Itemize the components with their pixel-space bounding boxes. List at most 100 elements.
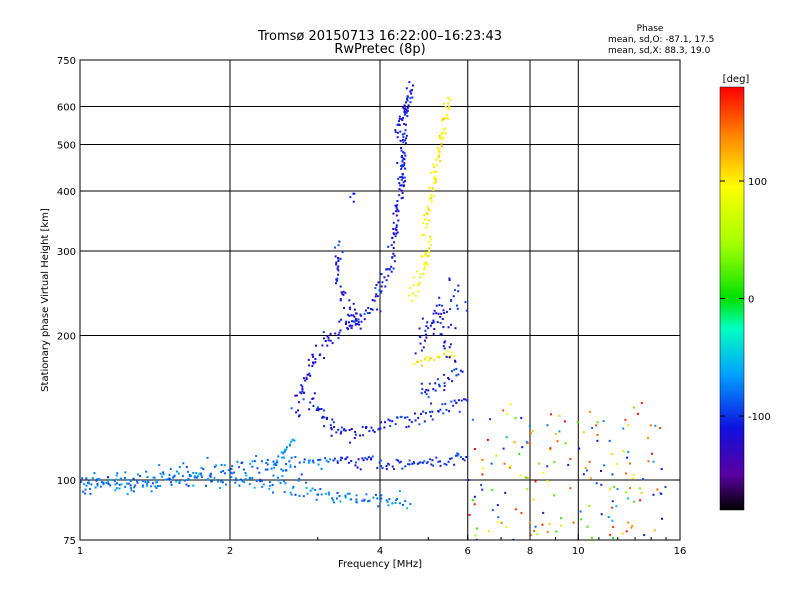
data-point <box>109 484 112 487</box>
data-point <box>390 270 393 273</box>
data-point <box>259 478 262 481</box>
data-point <box>331 418 334 421</box>
data-point <box>424 334 427 337</box>
data-point <box>84 488 87 491</box>
chart-title: Tromsø 20150713 16:22:00–16:23:43 <box>257 29 502 44</box>
data-point <box>372 496 375 499</box>
data-point <box>395 499 398 502</box>
data-point <box>339 329 342 332</box>
data-point <box>460 456 462 459</box>
data-point <box>430 415 432 418</box>
data-point <box>301 390 304 393</box>
data-point <box>329 332 332 335</box>
data-point <box>456 454 459 457</box>
data-point <box>447 96 450 99</box>
data-point <box>316 493 319 496</box>
data-point <box>379 310 382 313</box>
data-point <box>389 425 392 427</box>
data-point <box>207 478 209 480</box>
data-point <box>426 222 429 225</box>
data-point <box>324 457 327 460</box>
data-point <box>506 413 509 415</box>
colorbar-ticks: 100 0 -100 <box>720 177 771 423</box>
data-point <box>178 466 181 469</box>
data-point <box>399 184 402 187</box>
data-point <box>423 420 426 423</box>
data-point <box>389 419 392 422</box>
data-point <box>437 153 440 156</box>
data-point <box>442 136 445 139</box>
data-point <box>152 476 155 479</box>
data-point <box>434 389 437 392</box>
data-point <box>400 147 402 149</box>
data-point <box>288 443 291 446</box>
data-point <box>200 466 203 469</box>
data-point <box>349 498 352 501</box>
data-point <box>343 428 346 431</box>
data-point <box>222 481 224 484</box>
data-point <box>235 479 238 482</box>
data-point <box>396 498 398 500</box>
data-point <box>187 477 190 480</box>
data-point <box>424 218 427 221</box>
data-point <box>432 321 435 324</box>
data-point <box>341 293 344 296</box>
data-point <box>374 295 377 298</box>
data-point <box>385 279 388 282</box>
data-point <box>386 268 389 271</box>
data-point <box>536 533 539 536</box>
data-point <box>640 492 643 494</box>
data-point <box>213 477 216 479</box>
data-point <box>453 399 456 402</box>
data-point <box>661 517 663 520</box>
data-point <box>423 263 426 266</box>
data-point <box>251 465 254 468</box>
data-point <box>85 484 88 487</box>
data-point <box>424 251 427 254</box>
data-point <box>564 442 567 445</box>
data-point <box>464 398 467 401</box>
data-point <box>290 456 293 459</box>
data-point <box>406 507 409 510</box>
data-point <box>336 266 339 269</box>
data-point <box>609 488 612 491</box>
data-point <box>283 450 286 453</box>
data-point <box>323 425 326 428</box>
data-point <box>502 409 505 412</box>
data-point <box>276 459 279 462</box>
data-point <box>323 416 326 419</box>
data-point <box>439 333 442 336</box>
data-point <box>528 442 531 445</box>
data-point <box>142 484 144 487</box>
data-point <box>308 364 311 367</box>
data-point <box>272 491 274 494</box>
data-point <box>444 132 447 135</box>
data-point <box>242 468 245 471</box>
data-point <box>401 133 404 136</box>
data-point <box>294 493 297 496</box>
data-point <box>308 408 311 411</box>
data-point <box>381 281 384 284</box>
data-point <box>89 492 92 495</box>
data-point <box>360 320 363 323</box>
data-point <box>96 478 99 481</box>
data-point <box>652 460 655 463</box>
data-point <box>403 162 406 165</box>
data-point <box>558 414 561 417</box>
data-point <box>366 312 369 315</box>
data-point <box>398 188 401 190</box>
data-point <box>265 462 268 464</box>
data-point <box>325 418 328 420</box>
data-point <box>380 273 383 275</box>
data-point <box>339 432 342 435</box>
data-point <box>276 461 279 464</box>
data-point <box>448 378 451 381</box>
data-point <box>290 493 293 496</box>
data-point <box>363 499 366 502</box>
data-point <box>461 370 464 373</box>
data-point <box>215 464 218 467</box>
data-point <box>385 268 388 271</box>
y-axis-ticks: 75 100 200 300 400 500 600 750 <box>57 56 86 547</box>
data-point <box>312 362 315 365</box>
data-point <box>418 461 421 464</box>
